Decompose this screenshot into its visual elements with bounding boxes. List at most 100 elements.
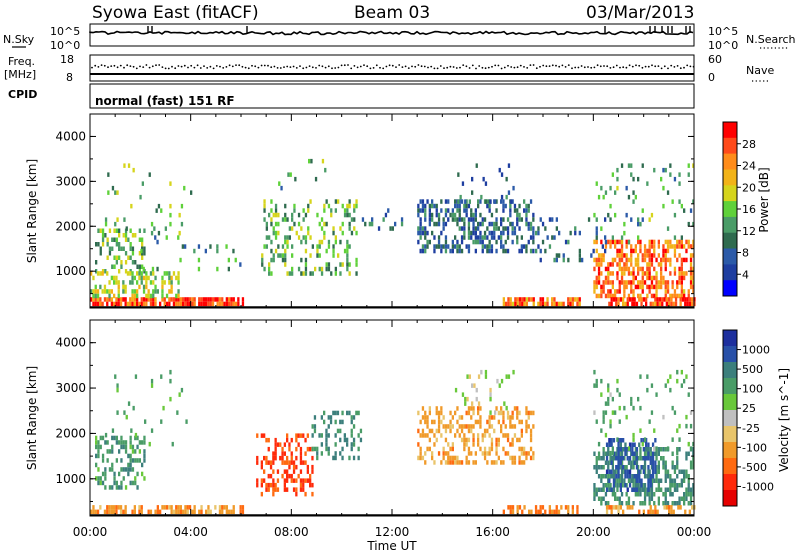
velocity-cell: [323, 410, 326, 416]
nave-dot: [638, 64, 641, 67]
power-cell: [458, 208, 461, 213]
velocity-cell: [465, 437, 468, 443]
velocity-cell: [267, 473, 270, 479]
power-cell: [419, 217, 422, 222]
velocity-cell: [138, 458, 141, 463]
velocity-cell: [120, 485, 123, 490]
power-cell: [145, 275, 148, 281]
velocity-cell: [653, 501, 656, 506]
velocity-cell: [529, 446, 533, 452]
power-cell: [687, 293, 690, 299]
velocity-cell: [663, 505, 666, 510]
power-cell: [662, 203, 665, 209]
velocity-cell: [325, 428, 328, 434]
velocity-cell: [525, 455, 528, 461]
power-cell: [689, 275, 693, 281]
velocity-cell: [116, 383, 119, 388]
power-cell: [692, 244, 695, 249]
nave-dot: [113, 64, 116, 67]
power-cell: [609, 271, 612, 276]
velocity-cell: [637, 456, 640, 461]
power-cell: [507, 301, 510, 307]
power-cell: [481, 239, 484, 245]
power-cell: [643, 257, 647, 263]
velocity-cell: [607, 401, 610, 406]
power-cell: [513, 230, 517, 236]
power-cell: [475, 163, 478, 168]
velocity-cell: [471, 401, 474, 406]
power-cell: [521, 297, 524, 302]
power-cell: [118, 233, 121, 238]
power-cell: [108, 280, 111, 285]
velocity-cell: [516, 406, 519, 411]
power-cell: [304, 262, 308, 267]
power-cell: [630, 172, 633, 177]
velocity-cell: [435, 437, 438, 443]
velocity-cell: [133, 509, 136, 515]
velocity-cell: [486, 428, 489, 434]
power-cell: [680, 284, 683, 290]
velocity-cell: [477, 374, 481, 379]
velocity-cell: [662, 414, 665, 420]
power-cell: [525, 221, 528, 227]
velocity-cell: [449, 424, 452, 429]
power-cell: [680, 293, 683, 299]
nave-dot: [548, 65, 551, 67]
velocity-cell: [265, 487, 268, 492]
colorbar-tick-label: 8: [742, 247, 749, 260]
nsky-trace: [89, 30, 694, 36]
power-cell: [265, 244, 268, 249]
power-cell: [172, 297, 176, 302]
velocity-cell: [272, 455, 275, 461]
velocity-cell: [419, 419, 422, 425]
velocity-cell: [288, 464, 291, 470]
velocity-cell: [288, 473, 291, 479]
velocity-cell: [502, 433, 505, 438]
velocity-cell: [444, 428, 448, 434]
velocity-cell: [325, 442, 328, 447]
power-cell: [302, 208, 305, 213]
velocity-cell: [297, 442, 300, 447]
velocity-cell: [614, 496, 617, 501]
power-cell: [447, 217, 450, 222]
nave-dot: [263, 64, 266, 67]
velocity-cell: [618, 496, 621, 501]
power-cell: [604, 190, 608, 195]
velocity-cell: [92, 509, 95, 515]
power-cell: [149, 293, 153, 299]
velocity-cell: [509, 442, 512, 447]
velocity-cell: [604, 401, 608, 406]
velocity-cell: [274, 437, 277, 443]
power-cell: [625, 257, 628, 263]
velocity-cell: [168, 505, 171, 510]
power-cell: [330, 208, 333, 213]
power-cell: [138, 264, 141, 269]
power-cell: [346, 257, 349, 263]
power-cell: [163, 301, 166, 307]
power-cell: [325, 199, 328, 204]
power-cell: [502, 226, 505, 231]
velocity-cell: [494, 410, 497, 415]
power-cell: [178, 230, 181, 236]
power-cell: [114, 190, 117, 195]
velocity-cell: [131, 509, 134, 515]
velocity-cell: [341, 410, 344, 416]
velocity-cell: [148, 441, 151, 447]
velocity-cell: [639, 456, 642, 461]
velocity-cell: [106, 449, 109, 454]
nave-dot: [663, 65, 666, 68]
velocity-cell: [642, 509, 645, 515]
power-cell: [645, 301, 648, 307]
power-cell: [149, 280, 153, 285]
power-cell: [500, 244, 503, 249]
velocity-cell: [334, 451, 337, 456]
nave-dot: [593, 66, 596, 69]
power-cell: [131, 233, 135, 238]
velocity-cell: [632, 465, 635, 470]
power-cell: [281, 217, 285, 222]
velocity-cell: [424, 433, 427, 438]
velocity-cell: [456, 460, 459, 465]
power-cell: [648, 217, 651, 222]
power-cell: [348, 221, 351, 227]
velocity-cell: [488, 446, 491, 452]
